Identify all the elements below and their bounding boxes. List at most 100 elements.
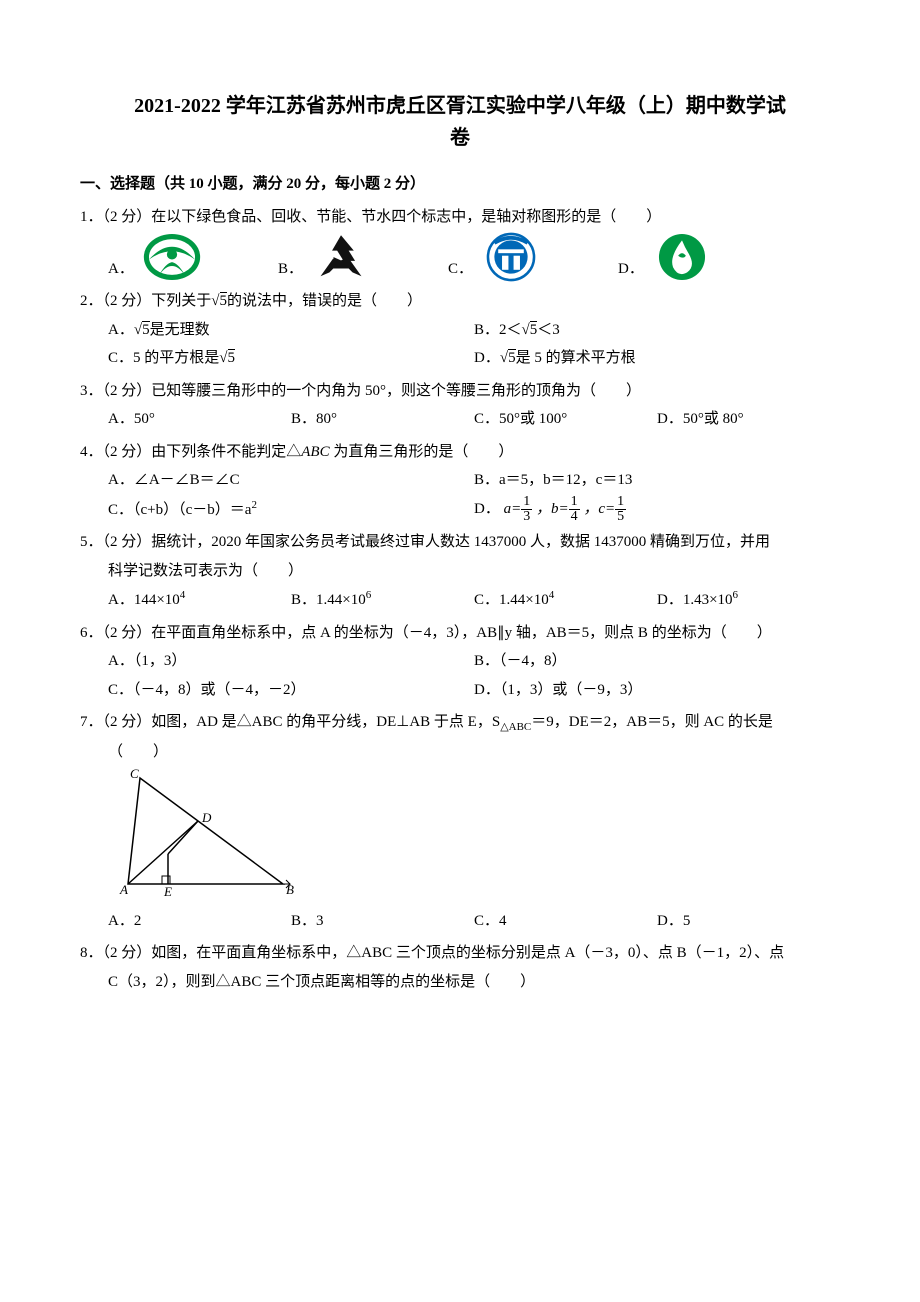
frac-icon: 15: [615, 495, 626, 524]
q5-stem1: 5．（2 分）据统计，2020 年国家公务员考试最终过审人数达 1437000 …: [80, 528, 840, 557]
q1-opt-b: B．: [278, 231, 448, 283]
q1-c-label: C．: [448, 255, 473, 284]
q1-opt-d: D．: [618, 231, 788, 283]
q7-opt-d: D．5: [657, 907, 840, 936]
q3-opt-b: B．80°: [291, 405, 474, 434]
label-C: C: [130, 766, 139, 781]
question-7: 7．（2 分）如图，AD 是△ABC 的角平分线，DE⊥AB 于点 E，S△AB…: [80, 708, 840, 935]
question-8: 8．（2 分）如图，在平面直角坐标系中，△ABC 三个顶点的坐标分别是点 A（－…: [80, 939, 840, 996]
q5-opt-a: A．144×104: [108, 585, 291, 615]
triangle-diagram-icon: A B C D E: [108, 766, 298, 896]
e: 4: [180, 589, 186, 601]
e: 6: [366, 589, 372, 601]
q7-stem: 7．（2 分）如图，AD 是△ABC 的角平分线，DE⊥AB 于点 E，S△AB…: [80, 708, 840, 738]
q2a-pre: A．: [108, 322, 134, 338]
q4d-b: ，b=: [536, 501, 569, 517]
n: 1: [521, 495, 532, 510]
q7-mid1: AD 是△ABC 的角平分线，DE⊥AB 于点 E，S: [196, 714, 500, 730]
question-4: 4．（2 分）由下列条件不能判定△ABC 为直角三角形的是（ ） A．∠A－∠B…: [80, 438, 840, 525]
q4d-c: ，c=: [583, 501, 615, 517]
q2-opt-b: B．2＜√5＜3: [474, 316, 840, 345]
q1-opt-a: A．: [108, 231, 278, 283]
q2d-post: 是 5 的算术平方根: [516, 350, 636, 366]
b: D．1.43×10: [657, 592, 733, 608]
question-5: 5．（2 分）据统计，2020 年国家公务员考试最终过审人数达 1437000 …: [80, 528, 840, 615]
q4-opt-d: D． a=13 ，b=14 ，c=15: [474, 495, 840, 525]
q4c: C．（c+b）（c－b）＝a: [108, 502, 251, 518]
question-6: 6．（2 分）在平面直角坐标系中，点 A 的坐标为（－4，3），AB∥y 轴，A…: [80, 619, 840, 705]
title-line2: 卷: [450, 127, 470, 149]
frac-icon: 14: [569, 495, 580, 524]
q4-stem-post: 为直角三角形的是（ ）: [330, 444, 514, 460]
sv: 5: [508, 349, 516, 366]
q7-sub: △ABC: [500, 721, 531, 733]
q2a-post: 是无理数: [150, 322, 210, 338]
q7-pre: 7．（2 分）如图，: [80, 714, 196, 730]
q2c: C．5 的平方根是: [108, 350, 219, 366]
water-save-icon: [650, 231, 714, 283]
q2-opt-c: C．5 的平方根是√5: [108, 344, 474, 373]
q3-opt-c: C．50°或 100°: [474, 405, 657, 434]
b: A．144×10: [108, 592, 180, 608]
section-1-header: 一、选择题（共 10 小题，满分 20 分，每小题 2 分）: [80, 170, 840, 199]
q2-stem-pre: 2．（2 分）下列关于: [80, 293, 211, 309]
q7-mid2: ＝9，DE＝2，AB＝5，则 AC 的长是: [531, 714, 773, 730]
q4-opt-c: C．（c+b）（c－b）＝a2: [108, 495, 474, 525]
label-D: D: [201, 810, 212, 825]
q3-opt-a: A．50°: [108, 405, 291, 434]
sqrt-icon: √5: [500, 349, 516, 366]
q6-options: A．（1，3） B．（－4，8） C．（－4，8）或（－4，－2） D．（1，3…: [80, 647, 840, 704]
q8-stem2: C（3，2），则到△ABC 三个顶点距离相等的点的坐标是（ ）: [80, 968, 840, 997]
d: 5: [615, 510, 626, 524]
q1-stem: 1．（2 分）在以下绿色食品、回收、节能、节水四个标志中，是轴对称图形的是（ ）: [80, 203, 840, 232]
q7-opt-a: A．2: [108, 907, 291, 936]
q4b: B．a＝5，b＝12，c＝13: [474, 472, 632, 488]
sqrt-icon: √5: [134, 321, 150, 338]
q7-opt-c: C．4: [474, 907, 657, 936]
label-E: E: [163, 884, 172, 896]
q6-opt-d: D．（1，3）或（－9，3）: [474, 676, 840, 705]
q6-opt-c: C．（－4，8）或（－4，－2）: [108, 676, 474, 705]
q2-options: A．√5是无理数 B．2＜√5＜3 C．5 的平方根是√5 D．√5是 5 的算…: [80, 316, 840, 373]
b: B．1.44×10: [291, 592, 366, 608]
q4-opt-b: B．a＝5，b＝12，c＝13: [474, 466, 840, 495]
q3-opt-d: D．50°或 80°: [657, 405, 840, 434]
d: 4: [569, 510, 580, 524]
question-3: 3．（2 分）已知等腰三角形中的一个内角为 50°，则这个等腰三角形的顶角为（ …: [80, 377, 840, 434]
label-B: B: [286, 882, 294, 896]
sqrt-icon: √5: [522, 321, 538, 338]
q3-stem: 3．（2 分）已知等腰三角形中的一个内角为 50°，则这个等腰三角形的顶角为（ …: [80, 377, 840, 406]
question-1: 1．（2 分）在以下绿色食品、回收、节能、节水四个标志中，是轴对称图形的是（ ）…: [80, 203, 840, 284]
q2-opt-a: A．√5是无理数: [108, 316, 474, 345]
q5-stem2: 科学记数法可表示为（ ）: [80, 557, 840, 586]
q4d-pre: D．: [474, 501, 500, 517]
q2d-pre: D．: [474, 350, 500, 366]
e: 6: [733, 589, 739, 601]
q4-stem: 4．（2 分）由下列条件不能判定△ABC 为直角三角形的是（ ）: [80, 438, 840, 467]
q2-stem-mid: 的说法中，错误的是（ ）: [227, 293, 422, 309]
question-2: 2．（2 分）下列关于√5的说法中，错误的是（ ） A．√5是无理数 B．2＜√…: [80, 287, 840, 373]
q4-options: A．∠A－∠B＝∠C B．a＝5，b＝12，c＝13 C．（c+b）（c－b）＝…: [80, 466, 840, 524]
exam-title: 2021-2022 学年江苏省苏州市虎丘区胥江实验中学八年级（上）期中数学试 卷: [80, 90, 840, 154]
q5-opt-b: B．1.44×106: [291, 585, 474, 615]
q6-opt-b: B．（－4，8）: [474, 647, 840, 676]
q6-opt-a: A．（1，3）: [108, 647, 474, 676]
q7-stem-end: （ ）: [80, 738, 840, 767]
q1-a-label: A．: [108, 255, 134, 284]
q4-stem-pre: 4．（2 分）由下列条件不能判定△: [80, 444, 301, 460]
q8-stem1: 8．（2 分）如图，在平面直角坐标系中，△ABC 三个顶点的坐标分别是点 A（－…: [80, 939, 840, 968]
q6-stem: 6．（2 分）在平面直角坐标系中，点 A 的坐标为（－4，3），AB∥y 轴，A…: [80, 619, 840, 648]
e: 4: [549, 589, 555, 601]
sv: 5: [228, 349, 236, 366]
q4-abc: ABC: [301, 444, 329, 460]
q4d-a: a=: [504, 501, 522, 517]
n: 1: [569, 495, 580, 510]
label-A: A: [119, 882, 128, 896]
q4c-sup: 2: [251, 499, 257, 511]
recycle-icon: [309, 231, 373, 283]
n: 1: [615, 495, 626, 510]
q5-opt-d: D．1.43×106: [657, 585, 840, 615]
q2b-post: ＜3: [537, 322, 560, 338]
green-food-icon: [140, 231, 204, 283]
sqrt5-icon: √5: [211, 292, 227, 309]
